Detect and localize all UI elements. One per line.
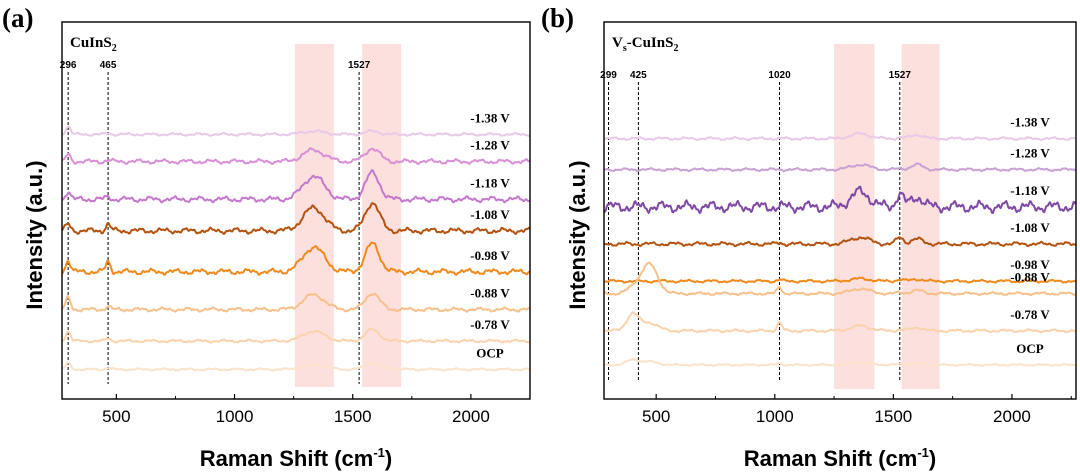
panel-a: (a) Intensity (a.u.) 296 465 1527 -1.38 V-… bbox=[2, 3, 531, 471]
x-tick-label: 1500 bbox=[334, 407, 372, 426]
peak-marker-label: 1527 bbox=[348, 60, 371, 71]
panel-a-highlight-bands bbox=[294, 44, 402, 387]
panel-a-x-ticks: 500 1000 1500 2000 bbox=[102, 394, 531, 426]
series-line bbox=[603, 358, 1076, 367]
x-tick-label: 500 bbox=[642, 407, 670, 426]
peak-marker-label: 425 bbox=[630, 70, 647, 81]
series-line bbox=[61, 125, 531, 137]
x-tick-label: 1000 bbox=[756, 407, 794, 426]
series-line bbox=[61, 292, 531, 313]
series-line bbox=[603, 162, 1077, 173]
panel-b-frame bbox=[603, 21, 1077, 400]
panel-b-series bbox=[603, 131, 1077, 367]
panel-b-x-ticks: 500 1000 1500 2000 bbox=[642, 394, 1072, 426]
panel-a-xlabel: Raman Shift (cm-1) bbox=[200, 445, 392, 471]
series-label: -0.78 V bbox=[1010, 307, 1050, 322]
series-label: -0.88 V bbox=[1010, 270, 1050, 285]
series-label: OCP bbox=[476, 345, 504, 360]
panel-b: (b) Intensity (a.u.) 299 425 1020 1527 -1.3… bbox=[541, 3, 1077, 471]
peak-marker-label: 1020 bbox=[768, 70, 791, 81]
panel-a-series bbox=[61, 125, 531, 372]
series-line bbox=[61, 361, 531, 372]
x-tick-label: 2000 bbox=[452, 407, 490, 426]
series-label: -1.08 V bbox=[1010, 220, 1050, 235]
series-line bbox=[603, 276, 1077, 284]
panel-a-peak-markers: 296 465 1527 bbox=[60, 60, 371, 384]
x-tick-label: 500 bbox=[102, 407, 130, 426]
series-label: -1.18 V bbox=[470, 175, 510, 190]
highlight-band bbox=[901, 44, 940, 389]
panel-a-frame bbox=[61, 21, 531, 400]
peak-marker-label: 1527 bbox=[889, 70, 912, 81]
highlight-band bbox=[834, 44, 875, 389]
series-label: -0.98 V bbox=[1010, 257, 1050, 272]
series-label: -1.08 V bbox=[470, 207, 510, 222]
panel-b-series-labels: -1.38 V -1.28 V -1.18 V -1.08 V -0.98 V-0.88… bbox=[1010, 115, 1050, 356]
panel-a-sample-label: CuInS2 bbox=[70, 35, 117, 54]
series-label: -1.38 V bbox=[470, 110, 510, 125]
peak-marker-label: 465 bbox=[100, 60, 117, 71]
series-line bbox=[61, 241, 531, 276]
series-label: -1.18 V bbox=[1010, 183, 1050, 198]
panel-b-highlight-bands bbox=[834, 44, 940, 389]
panel-a-letter: (a) bbox=[2, 3, 33, 33]
panel-b-sample-label: Vs-CuInS2 bbox=[612, 35, 678, 54]
series-line bbox=[603, 261, 1076, 297]
series-line bbox=[61, 147, 531, 166]
x-tick-label: 1500 bbox=[874, 407, 912, 426]
series-label: -0.78 V bbox=[470, 317, 510, 332]
series-line bbox=[603, 311, 1076, 334]
panel-b-peak-markers: 299 425 1020 1527 bbox=[600, 70, 911, 382]
panel-b-letter: (b) bbox=[541, 3, 574, 33]
series-line bbox=[61, 202, 531, 235]
panel-a-ylabel: Intensity (a.u.) bbox=[22, 160, 47, 309]
series-label: -1.28 V bbox=[470, 138, 510, 153]
panel-b-ylabel: Intensity (a.u.) bbox=[565, 160, 590, 309]
highlight-band bbox=[294, 44, 334, 387]
series-label: -0.88 V bbox=[470, 286, 510, 301]
series-label: -1.28 V bbox=[1010, 146, 1050, 161]
series-label: -0.98 V bbox=[470, 248, 510, 263]
series-line bbox=[61, 327, 531, 344]
series-line bbox=[603, 236, 1076, 248]
x-tick-label: 1000 bbox=[216, 407, 254, 426]
series-line bbox=[603, 185, 1077, 215]
series-line bbox=[61, 169, 531, 204]
x-tick-label: 2000 bbox=[993, 407, 1031, 426]
series-label: OCP bbox=[1016, 341, 1044, 356]
series-label: -1.38 V bbox=[1010, 115, 1050, 130]
panel-b-xlabel: Raman Shift (cm-1) bbox=[744, 445, 936, 471]
peak-marker-label: 296 bbox=[60, 60, 77, 71]
series-line bbox=[603, 131, 1076, 142]
panel-a-series-labels: -1.38 V -1.28 V -1.18 V -1.08 V -0.98 V -0.88… bbox=[470, 110, 510, 360]
peak-marker-label: 299 bbox=[600, 70, 617, 81]
